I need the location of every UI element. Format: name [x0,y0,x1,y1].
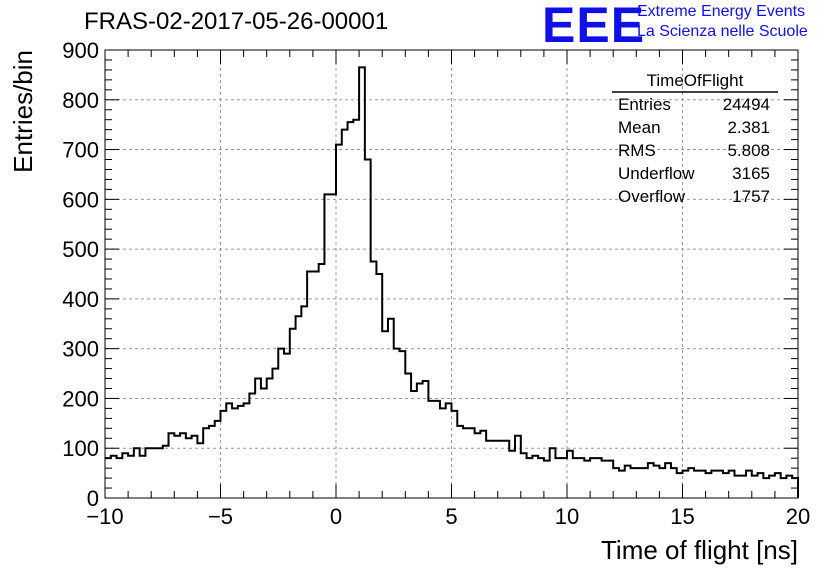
logo-caption-line2: La Scienza nelle Scuole [637,23,808,40]
x-tick-label: 0 [330,504,342,529]
y-tick-label: 100 [62,436,99,461]
stats-value: 1757 [732,187,770,206]
stats-value: 2.381 [727,118,770,137]
y-tick-label: 500 [62,237,99,262]
y-tick-label: 0 [87,486,99,511]
stats-label: RMS [618,141,656,160]
stats-title: TimeOfFlight [647,71,744,90]
y-tick-label: 700 [62,138,99,163]
stats-label: Entries [618,95,671,114]
stats-value: 5.808 [727,141,770,160]
y-axis-label: Entries/bin [8,50,38,173]
stats-label: Mean [618,118,661,137]
x-tick-label: −5 [208,504,233,529]
x-axis-label: Time of flight [ns] [601,535,798,565]
y-axis-ticks: 0 100 200 300 400 500 600 700 800 900 [62,38,798,511]
histogram-series [105,66,799,498]
y-tick-label: 900 [62,38,99,63]
stats-label: Overflow [618,187,686,206]
x-tick-label: 20 [786,504,810,529]
logo-caption-line1: Extreme Energy Events [637,3,806,20]
chart-title: FRAS-02-2017-05-26-00001 [84,8,389,35]
grid-lines [105,50,798,498]
histogram-line [105,66,799,498]
y-tick-label: 800 [62,88,99,113]
x-tick-label: −10 [86,504,123,529]
stats-box: TimeOfFlight Entries 24494 Mean 2.381 RMS 5.80… [612,71,778,206]
x-axis-ticks: −10 −5 0 5 10 15 20 [86,50,810,529]
x-tick-label: 10 [555,504,579,529]
stats-value: 24494 [723,95,770,114]
y-tick-label: 600 [62,187,99,212]
x-tick-label: 15 [670,504,694,529]
y-tick-label: 400 [62,287,99,312]
y-tick-label: 300 [62,337,99,362]
x-tick-label: 5 [445,504,457,529]
y-tick-label: 200 [62,386,99,411]
stats-label: Underflow [618,164,695,183]
stats-value: 3165 [732,164,770,183]
eee-logo: EEE [542,0,646,53]
